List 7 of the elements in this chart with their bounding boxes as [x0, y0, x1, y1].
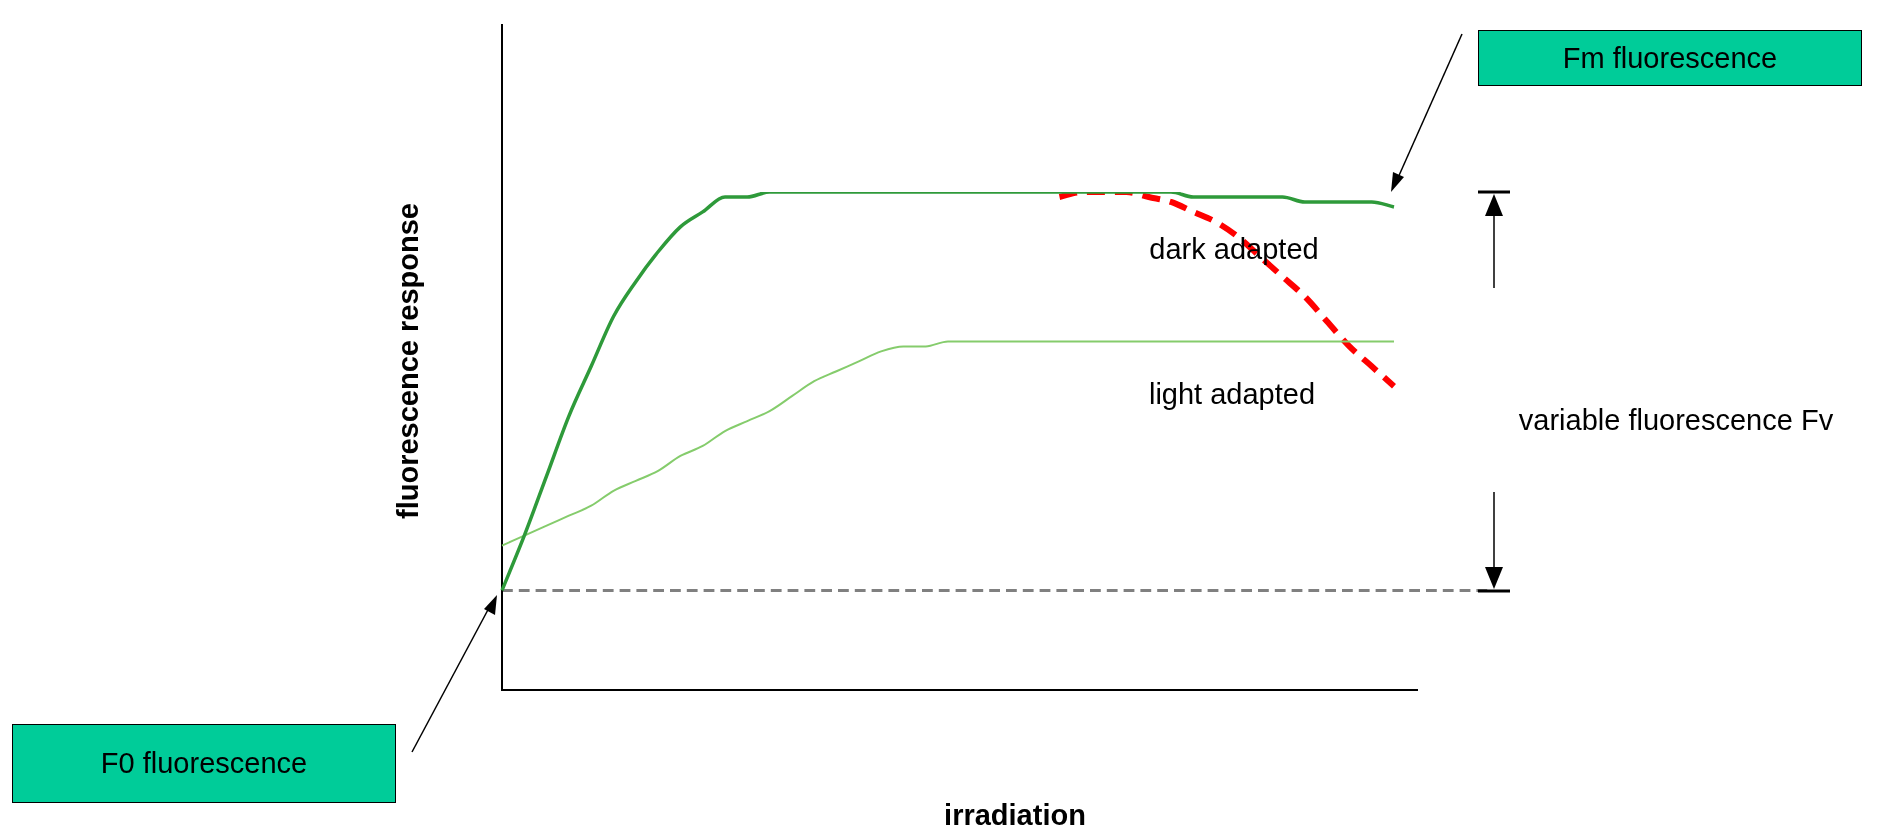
x-axis-title: irradiation — [944, 798, 1086, 831]
series-label: dark adapted — [1149, 232, 1319, 266]
text: Fm fluorescence — [1478, 30, 1862, 86]
series-label: light adapted — [1148, 377, 1316, 411]
y-axis-title: fluorescence response — [391, 203, 425, 519]
text: F0 fluorescence — [12, 724, 396, 803]
text: variable fluorescence Fv — [1517, 402, 1835, 438]
